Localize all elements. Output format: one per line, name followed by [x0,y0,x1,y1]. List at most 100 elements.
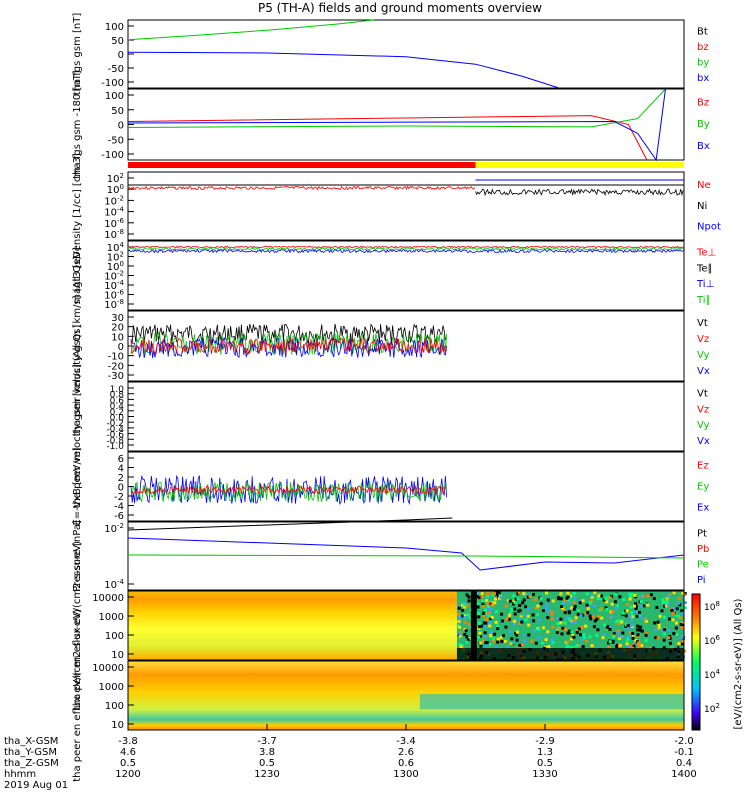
y-tick-label: 10-8 [104,228,124,241]
spectrogram-pixel [461,603,465,607]
legend-entry: Npot [697,222,721,233]
legend-entry: Vt [697,318,708,329]
spectrogram-pixel [510,607,514,611]
spectrogram-pixel [607,645,611,649]
spectrogram-pixel [608,640,612,644]
spectrogram-pixel [483,634,487,638]
spectrogram-pixel [458,634,462,638]
spectrogram-pixel [596,596,600,600]
y-tick-label: 10 [111,332,124,343]
y-axis-label-peir-velocity: tha peir velocity gsm [km/s] (All Qs) [72,256,83,437]
spectrogram-pixel [639,604,643,608]
y-tick-label: -0.2 [106,419,124,429]
spectrogram-pixel [565,596,569,600]
y-tick-label: -50 [108,64,124,75]
spectrogram-pixel [475,595,479,599]
temp-green-line [127,247,684,251]
spectrogram-pixel [663,628,667,632]
orbit-row-value: 0.5 [120,758,136,769]
orbit-row-value: 1200 [115,769,140,780]
spectrogram-pixel [532,592,536,596]
y-tick-label: 50 [111,106,124,117]
y-tick-label: 10-2 [104,270,124,283]
spectrogram-pixel [457,619,461,623]
spectrogram-pixel [572,607,576,611]
spectrogram-pixel [634,602,638,606]
spectrogram-pixel [527,607,531,611]
spectrogram-pixel [568,606,572,610]
spectrogram-pixel [493,632,497,636]
spectrogram-pixel [626,638,630,642]
spectrogram-pixel [671,618,675,622]
spectrogram-pixel [657,623,661,627]
y-tick-label: 1000 [99,682,124,693]
spectrogram-pixel [519,617,523,621]
legend-entry: By [697,119,710,130]
spectrogram-pixel [606,596,610,600]
spectrogram-pixel [555,631,559,635]
spectrogram-pixel [670,608,674,612]
spectrogram-pixel [676,614,680,618]
spectrogram-pixel [550,637,554,641]
spectrogram-pixel [495,593,499,597]
spectrogram-pixel [631,634,635,638]
spectrogram-pixel [588,614,592,618]
orbit-row-value: -3.8 [118,736,138,747]
pressure-pb-line [127,537,685,571]
legend-entry: Pi [697,575,706,586]
spectrogram-pixel [458,632,462,636]
colorbar-tick-label: 108 [704,600,720,613]
spectrogram-pixel [681,591,685,595]
spectrogram-pixel [620,620,624,624]
spectrogram-pixel [477,612,481,616]
spectrogram-pixel [618,636,622,640]
spectrogram-pixel [604,597,608,601]
spectrogram-pixel [615,604,619,608]
orbit-row-value: 0.5 [259,758,275,769]
spectrogram-pixel [565,644,569,648]
y-tick-label: -50 [108,135,124,146]
spectrogram-pixel [461,614,465,618]
y-tick-label: 0 [118,342,124,353]
legend-entry: Ey [697,481,709,492]
spectrogram-pixel [637,644,641,648]
spectrogram-pixel [681,611,685,615]
spectrogram-pixel [610,602,614,606]
spectrogram-pixel [484,641,488,645]
spectrogram-pixel [483,624,487,628]
y-tick-label: 10-4 [104,578,124,591]
spectrogram-pixel [462,605,466,609]
colorbar-tick-label: 102 [704,702,720,715]
spectrogram-pixel [497,591,501,595]
y-tick-label: 10-6 [104,289,124,302]
y-tick-label: 102 [107,172,124,185]
spectrogram-pixel [556,622,560,626]
spectrogram-pixel [667,594,671,598]
colorbar-tick-label: 106 [704,634,720,647]
spectrogram-low-energy-band [456,648,684,660]
spectrogram-pixel [664,604,668,608]
spectrogram-pixel [487,611,491,615]
spectrogram-pixel [487,614,491,618]
y-tick-label: 10-2 [104,194,124,207]
spectrogram-pixel [574,616,578,620]
spectrogram-pixel [488,630,492,634]
legend-entry: bz [697,42,709,53]
spectrogram-pixel [541,609,545,613]
spectrogram-pixel [484,608,488,612]
y-tick-label: 10 [111,720,124,731]
spectrogram-pixel [495,645,499,649]
spectrogram-pixel [547,609,551,613]
spectrogram-pixel [568,600,572,604]
spectrogram-pixel [506,599,510,603]
spectrogram-pixel [569,637,573,641]
spectrogram-pixel [563,627,567,631]
spectrogram-pixel [559,592,563,596]
spectrogram-pixel [465,635,469,639]
spectrogram-pixel [541,626,545,630]
spectrogram-pixel [599,607,603,611]
spectrogram-pixel [489,634,493,638]
spectrogram-pixel [630,618,634,622]
spectrogram-pixel [581,613,585,617]
